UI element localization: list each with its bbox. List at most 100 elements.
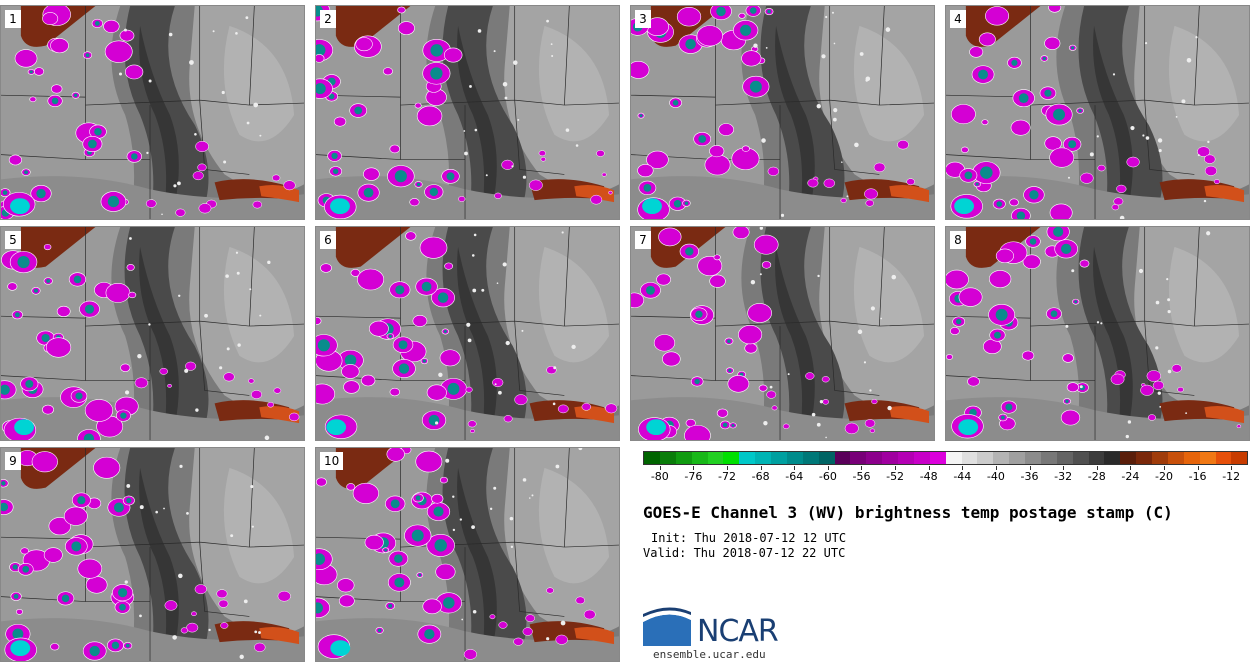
color-scale-tick-label: -16 [1188,470,1207,483]
panel-number-label: 4 [950,10,966,28]
product-title: GOES-E Channel 3 (WV) brightness temp po… [643,503,1173,522]
postage-stamp-panel[interactable]: 3 [630,5,935,220]
color-scale-tick-label: -28 [1087,470,1106,483]
panel-number-label: 9 [5,452,21,470]
color-scale-tick-label: -60 [818,470,837,483]
color-scale-ticks: -80 -76 -72 -68 -64 -60 -56 -52 -48 -44 -40 -36 -32 -… [643,466,1248,486]
color-scale-tick-label: -36 [1020,470,1039,483]
color-scale-tick-label: -48 [919,470,938,483]
color-scale-tick-label: -72 [718,470,736,483]
postage-stamp-panel[interactable]: 5 [0,226,305,441]
color-scale-swatch [1152,452,1168,464]
color-scale-swatch [659,452,676,464]
panel-number-label: 8 [950,231,966,249]
color-scale-tick-label: -68 [751,470,770,483]
color-scale-swatch [1009,452,1025,464]
ncar-logo-icon [643,607,691,646]
init-time: Init: Thu 2018-07-12 12 UTC [651,531,847,545]
water-vapor-map [1,6,304,219]
panel-number-label: 10 [320,452,344,470]
color-scale-tick [1096,466,1098,470]
panel-number-label: 6 [320,231,336,249]
color-scale-tick [1231,466,1233,470]
color-scale-tick-label: -24 [1121,470,1140,483]
color-scale-tick [794,466,796,470]
postage-stamp-panel[interactable]: 7 [630,226,935,441]
postage-stamp-panel[interactable]: 2 [315,5,620,220]
postage-stamp-panel[interactable]: 10 [315,447,620,662]
color-scale-tick-label: -32 [1054,470,1073,483]
color-scale-tick [1063,466,1065,470]
color-scale-swatch [1215,452,1232,464]
color-scale-tick [727,466,729,470]
color-scale-tick [693,466,695,470]
color-scale-swatch [913,452,930,464]
color-scale-swatch [1056,452,1073,464]
color-scale-swatch [882,452,898,464]
color-scale-swatch [866,452,883,464]
color-scale-tick-label: -56 [852,470,871,483]
color-scale-swatch [739,452,756,464]
postage-stamp-panel[interactable]: 4 [945,5,1250,220]
color-scale-swatch [1120,452,1137,464]
color-scale-tick-label: -80 [650,470,669,483]
water-vapor-map [316,6,619,219]
color-scale-swatch [818,452,835,464]
postage-stamp-panel[interactable]: 8 [945,226,1250,441]
color-scale-tick-label: -12 [1222,470,1241,483]
color-scale-swatch [707,452,724,464]
color-scale-swatch [1072,452,1089,464]
color-scale-swatch [802,452,819,464]
water-vapor-map [631,6,934,219]
color-scale-swatch [1104,452,1121,464]
color-scale-swatch [691,452,708,464]
color-scale-tick-label: -52 [886,470,905,483]
color-scale-tick [962,466,964,470]
color-scale-tick [760,466,762,470]
ncar-logo-text: NCAR [697,614,779,649]
color-scale-swatch [1136,452,1152,464]
color-scale-tick [1130,466,1132,470]
water-vapor-map [631,227,934,440]
water-vapor-map [946,6,1249,219]
color-scale-swatch [1040,452,1057,464]
color-scale-tick-label: -44 [953,470,972,483]
panel-number-label: 7 [635,231,651,249]
color-scale-swatch [644,452,660,464]
postage-stamp-panel[interactable]: 6 [315,226,620,441]
color-scale-tick [1163,466,1165,470]
color-scale-swatch [1025,452,1041,464]
color-scale-tick [1029,466,1031,470]
color-scale-swatch [723,452,740,464]
color-scale-tick-label: -20 [1154,470,1173,483]
color-scale-tick-label: -40 [986,470,1005,483]
color-scale-tick [659,466,661,470]
water-vapor-map [1,227,304,440]
water-vapor-map [1,448,304,661]
water-vapor-map [316,448,619,661]
color-scale-tick [827,466,829,470]
color-scale-tick-label: -64 [785,470,804,483]
color-scale-tick [861,466,863,470]
site-url[interactable]: ensemble.ucar.edu [653,648,766,661]
color-scale-swatch [755,452,771,464]
color-scale-swatch [786,452,803,464]
water-vapor-map [316,227,619,440]
color-scale-swatch [834,452,851,464]
panel-number-label: 5 [5,231,21,249]
color-scale-swatch [771,452,787,464]
color-scale-swatch [898,452,914,464]
color-scale-swatch [1088,452,1105,464]
color-scale-tick [928,466,930,470]
color-scale-bar [643,451,1248,465]
color-scale-swatch [929,452,946,464]
panel-number-label: 1 [5,10,21,28]
color-scale-swatch [675,452,692,464]
panel-number-label: 3 [635,10,651,28]
color-scale-tick [895,466,897,470]
color-scale-swatch [1199,452,1216,464]
postage-stamp-panel[interactable]: 9 [0,447,305,662]
postage-stamp-panel[interactable]: 1 [0,5,305,220]
color-scale-swatch [1231,452,1248,464]
color-scale-swatch [1183,452,1200,464]
